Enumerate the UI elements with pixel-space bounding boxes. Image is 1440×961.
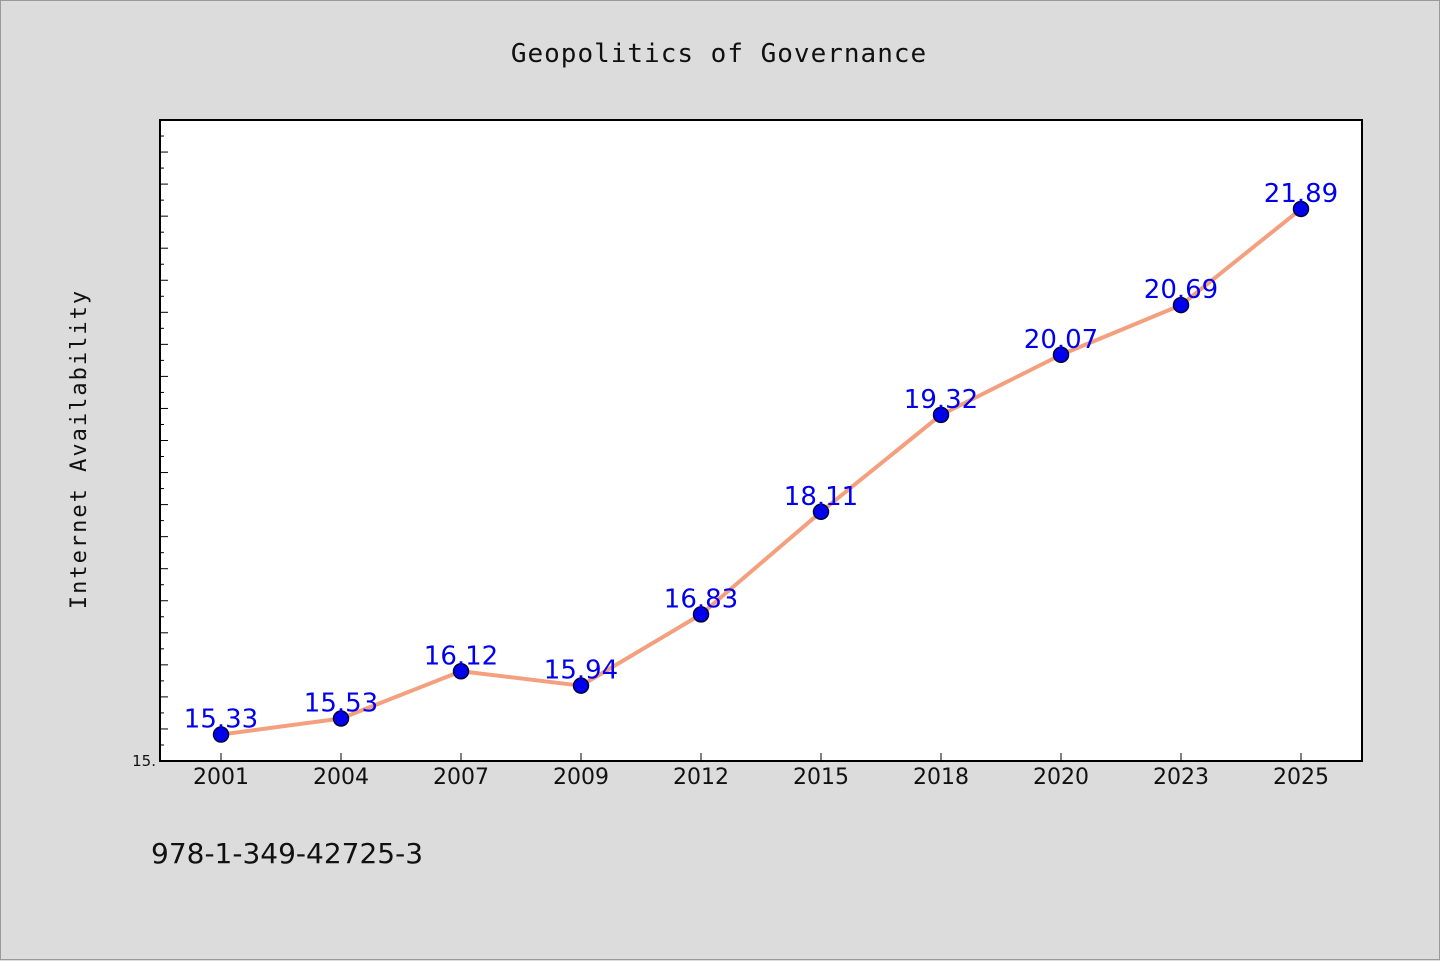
data-label: 16.12 xyxy=(424,641,498,671)
data-label: 20.07 xyxy=(1024,325,1098,355)
data-point-marker xyxy=(1292,200,1310,218)
series-line xyxy=(219,206,1303,737)
x-tick-label: 2012 xyxy=(673,765,729,790)
data-labels: 15.33 15.53 16.12 15.94 16.83 18.11 19.32 20.07… xyxy=(184,179,1338,735)
data-point-marker xyxy=(1052,346,1070,364)
data-label: 15.53 xyxy=(304,689,378,719)
data-label: 15.94 xyxy=(544,656,618,686)
data-label: 20.69 xyxy=(1144,275,1218,305)
data-point-marker xyxy=(692,606,710,623)
x-tick-label: 2018 xyxy=(913,765,969,790)
data-label: 16.83 xyxy=(664,584,738,614)
data-point-marker xyxy=(932,406,950,424)
data-label: 18.11 xyxy=(784,482,858,512)
y-axis-label: Internet Availability xyxy=(67,289,92,609)
data-label: 15.33 xyxy=(184,705,258,735)
plot-area xyxy=(159,119,1363,762)
x-tick-label: 2007 xyxy=(433,765,489,790)
x-tick-label: 2025 xyxy=(1273,765,1329,790)
data-point-marker xyxy=(212,726,230,743)
series-line-group xyxy=(219,206,1303,737)
x-tick-label: 2023 xyxy=(1153,765,1209,790)
x-tick-label: 2009 xyxy=(553,765,609,790)
x-tick-label: 2001 xyxy=(193,765,249,790)
data-point-marker xyxy=(1172,296,1190,314)
y-axis-ticks: 15. xyxy=(132,135,168,770)
isbn-footer: 978-1-349-42725-3 xyxy=(151,837,423,870)
data-label: 21.89 xyxy=(1264,179,1338,209)
data-point-marker xyxy=(452,663,470,680)
x-tick-label: 2020 xyxy=(1033,765,1089,790)
x-axis-ticks: 2001 2004 2007 2009 2012 2015 2018 2020 2023 2025 xyxy=(193,753,1329,790)
data-label: 19.32 xyxy=(904,385,978,415)
y-tick-label: 15. xyxy=(132,752,156,770)
data-markers xyxy=(212,200,1310,743)
data-point-marker xyxy=(812,503,830,521)
data-point-marker xyxy=(572,677,590,694)
chart-title: Geopolitics of Governance xyxy=(511,39,927,69)
x-tick-label: 2015 xyxy=(793,765,849,790)
data-point-marker xyxy=(332,710,350,727)
x-tick-label: 2004 xyxy=(313,765,369,790)
